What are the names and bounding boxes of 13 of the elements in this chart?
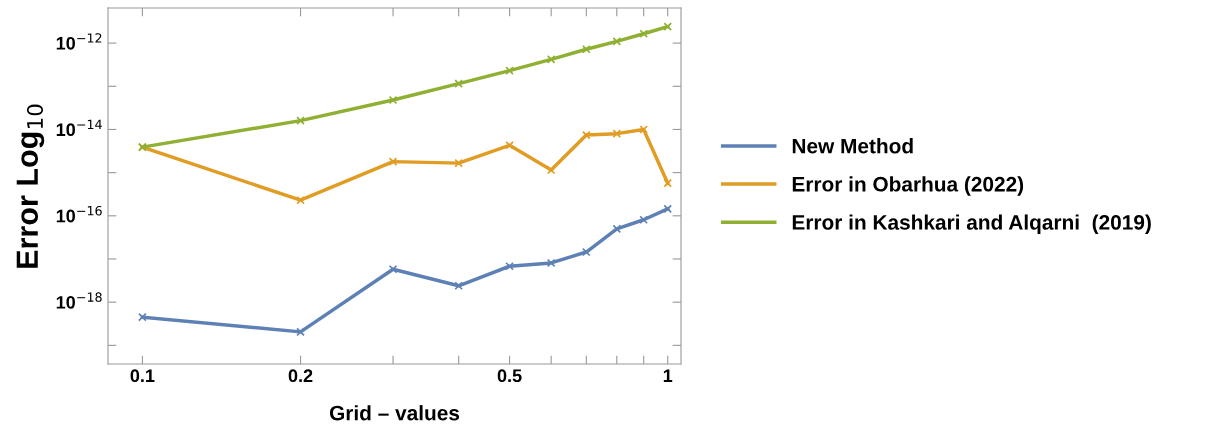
- x-tick-label: 0.2: [288, 369, 313, 383]
- x-tick-label: 1: [663, 369, 673, 382]
- x-axis-title: Grid – values: [329, 405, 460, 421]
- y-tick-label: 10$^{−12}$: [56, 33, 102, 50]
- y-tick-label: 10$^{−16}$: [56, 205, 102, 223]
- legend-label: Error in Kashkari and Alqarni (2019): [792, 214, 1151, 234]
- y-axis-title: Error Log$_{10}$: [16, 104, 45, 268]
- legend-label: New Method: [792, 138, 913, 154]
- x-tick-label: 0.1: [130, 369, 155, 383]
- y-tick-label: 10$^{−14}$: [56, 119, 102, 137]
- legend-label: Error in Obarhua (2022): [792, 176, 1024, 196]
- x-tick-label: 0.5: [497, 369, 522, 383]
- y-tick-label: 10$^{−18}$: [56, 292, 102, 309]
